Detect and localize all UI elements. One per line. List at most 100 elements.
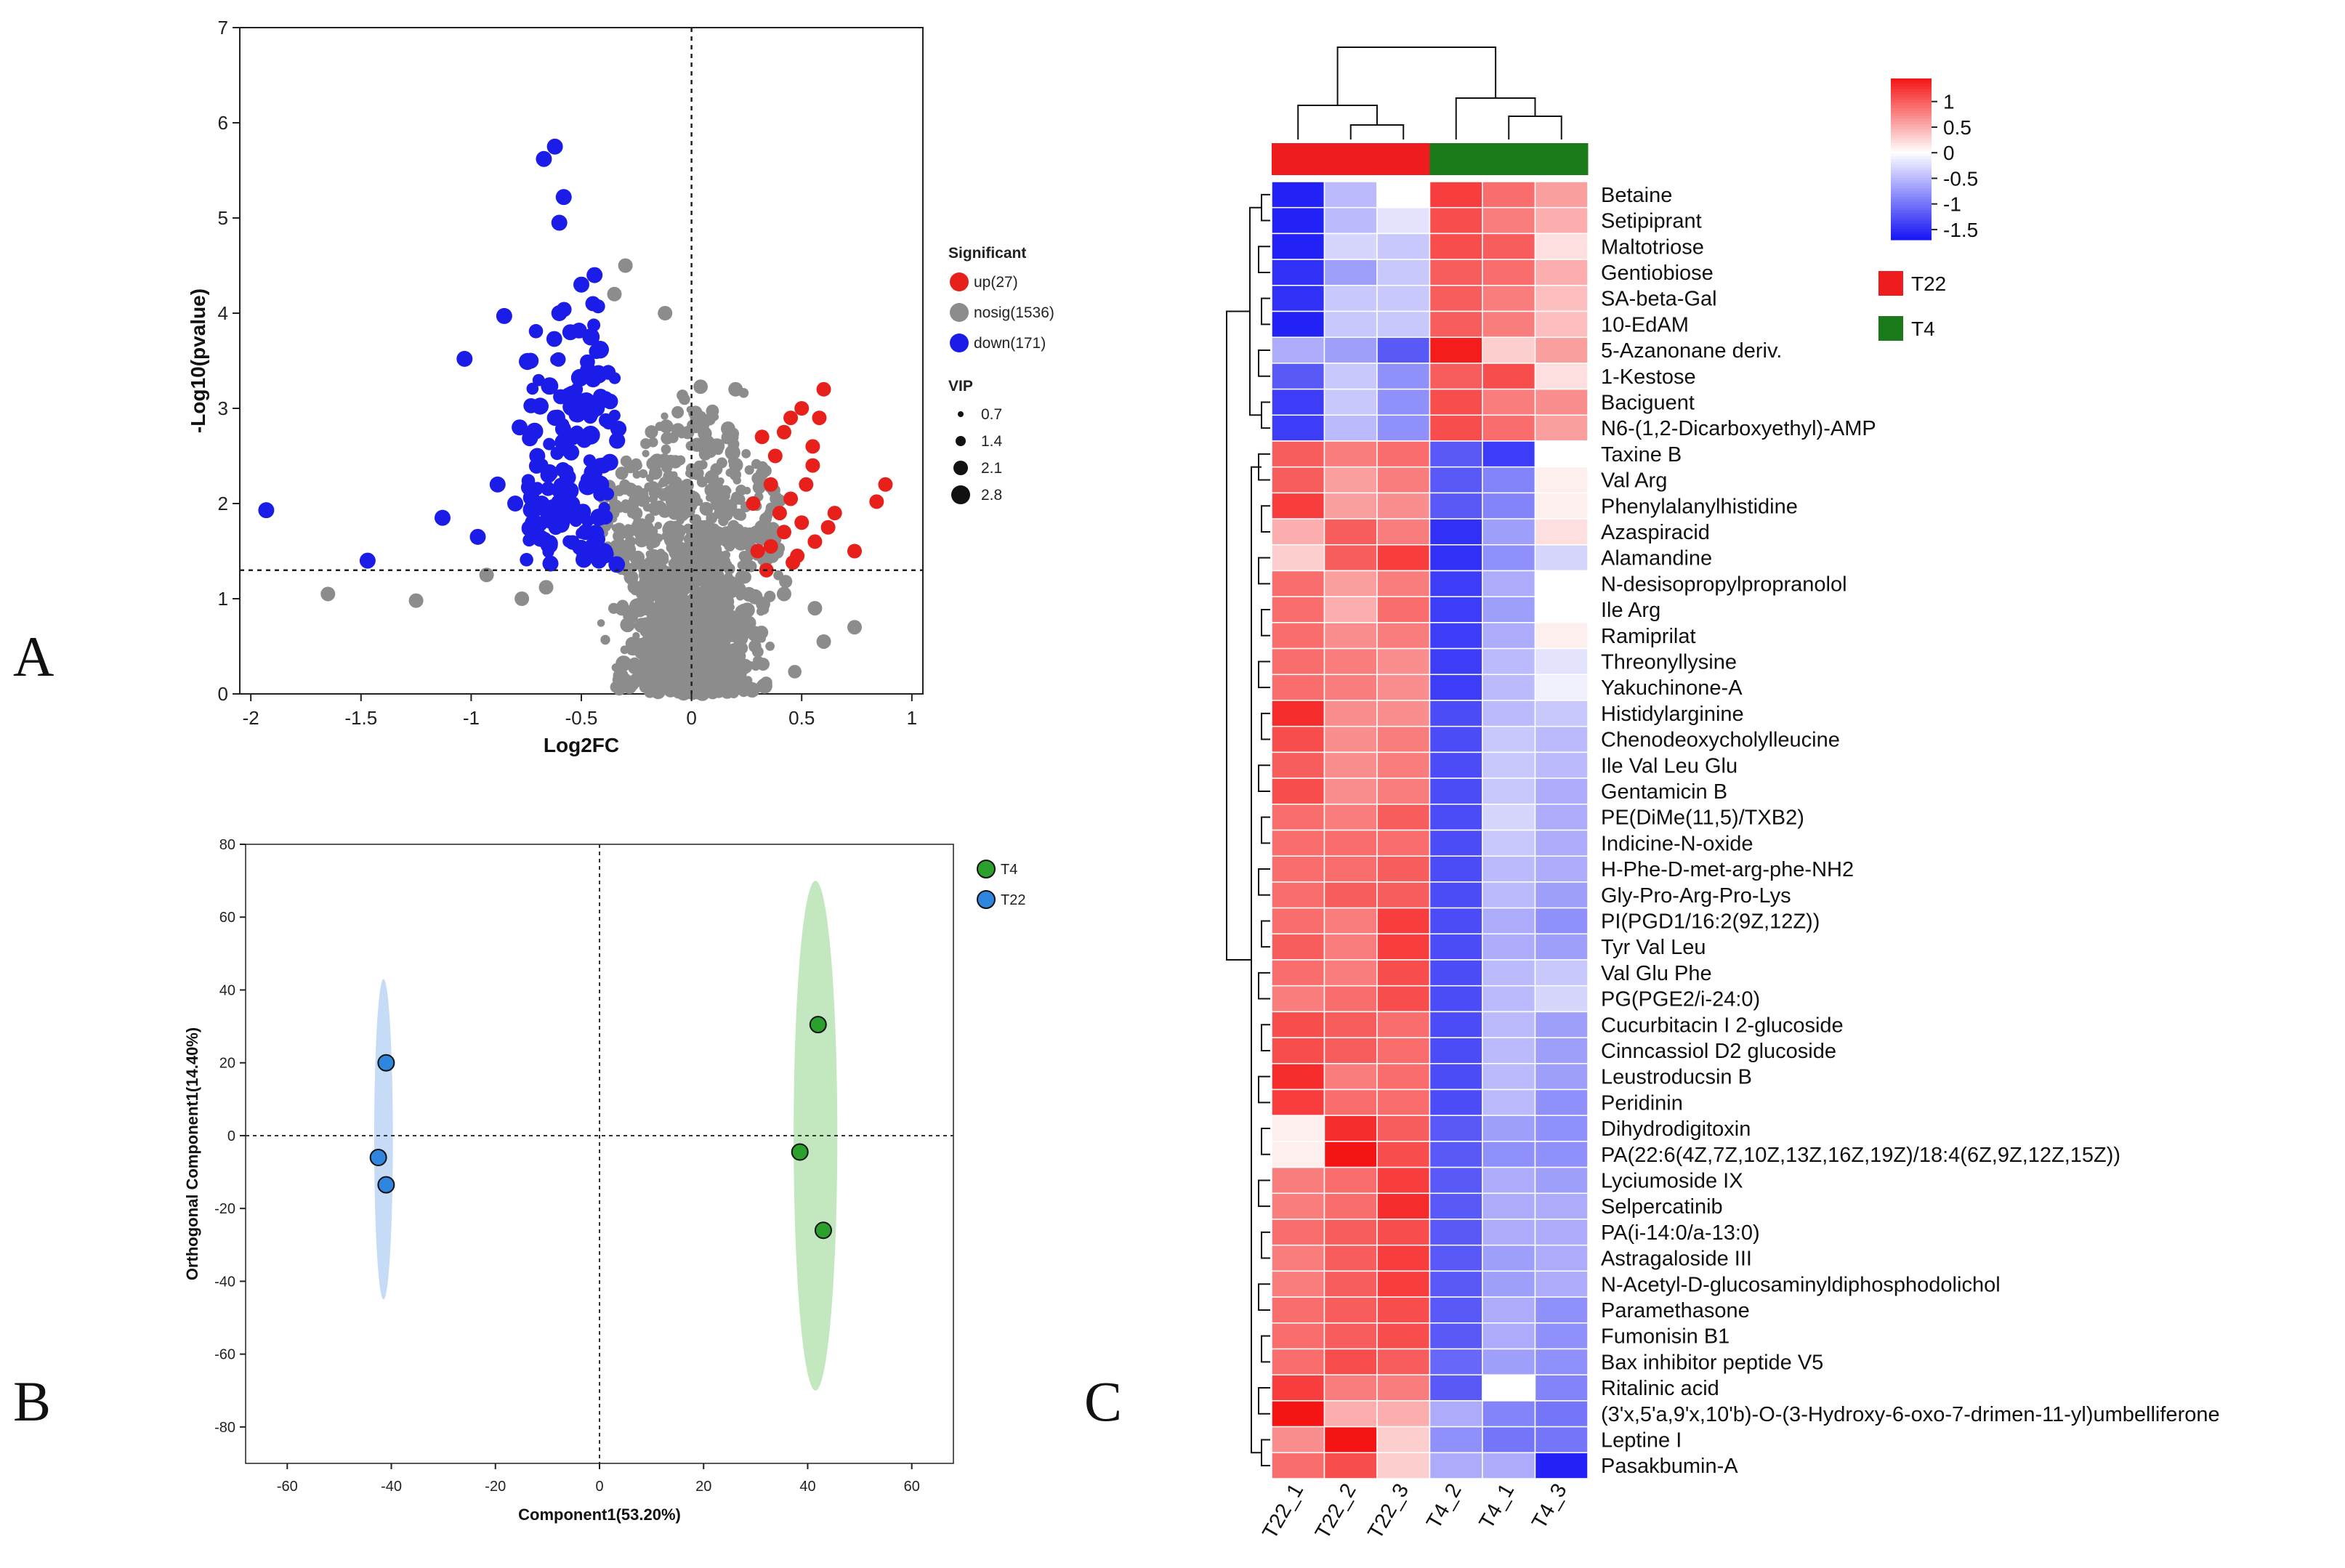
heatmap-cell bbox=[1429, 363, 1483, 390]
nosig-point bbox=[717, 609, 727, 618]
heatmap-cell bbox=[1323, 1011, 1378, 1038]
heatmap-cell bbox=[1534, 622, 1589, 650]
down-point bbox=[576, 527, 588, 539]
y-tick-label: -60 bbox=[214, 1347, 235, 1363]
heatmap-cell bbox=[1482, 1037, 1536, 1064]
y-tick-label: 6 bbox=[218, 112, 228, 134]
colorbar-segment bbox=[1891, 134, 1932, 138]
down-point bbox=[608, 556, 626, 573]
colorbar-segment bbox=[1891, 186, 1932, 190]
heatmap-cell bbox=[1271, 414, 1325, 442]
row-label: Baciguent bbox=[1601, 391, 1695, 414]
nosig-point bbox=[701, 632, 711, 643]
heatmap-cell bbox=[1271, 881, 1325, 909]
heatmap-cell bbox=[1534, 1452, 1589, 1479]
heatmap-cell bbox=[1271, 466, 1325, 494]
down-point bbox=[526, 382, 539, 395]
sample-point bbox=[369, 1149, 387, 1167]
down-point bbox=[589, 365, 608, 384]
x-tick-label: -0.5 bbox=[565, 707, 598, 729]
heatmap-cell bbox=[1534, 751, 1589, 779]
heatmap-cell bbox=[1429, 414, 1483, 442]
colorbar-segment bbox=[1891, 159, 1932, 163]
down-point bbox=[489, 476, 506, 493]
heatmap-cell bbox=[1534, 1166, 1589, 1195]
nosig-point bbox=[682, 489, 690, 497]
nosig-point bbox=[683, 509, 693, 518]
nosig-point bbox=[479, 567, 494, 583]
heatmap-cell bbox=[1429, 1166, 1483, 1195]
heatmap-cell bbox=[1534, 1063, 1589, 1091]
heatmap-cell bbox=[1376, 1244, 1431, 1272]
nosig-point bbox=[645, 425, 658, 439]
group-bar-cell bbox=[1324, 143, 1378, 175]
heatmap-cell bbox=[1271, 933, 1325, 961]
y-tick-label: -80 bbox=[214, 1420, 235, 1436]
colorbar-segment bbox=[1891, 167, 1932, 171]
colorbar-segment bbox=[1891, 100, 1932, 103]
nosig-point bbox=[320, 586, 336, 602]
nosig-point bbox=[737, 591, 745, 599]
x-tick-label: 60 bbox=[904, 1479, 920, 1495]
down-point bbox=[536, 150, 552, 167]
nosig-point bbox=[696, 476, 708, 488]
nosig-point bbox=[765, 642, 775, 651]
heatmap-cell bbox=[1534, 440, 1589, 468]
x-tick-label: -40 bbox=[381, 1479, 402, 1495]
heatmap-cell bbox=[1323, 700, 1378, 727]
heatmap-cell bbox=[1376, 751, 1431, 779]
dendrogram-branch bbox=[1261, 712, 1270, 740]
nosig-point bbox=[618, 480, 633, 495]
heatmap-cell bbox=[1534, 1115, 1589, 1142]
row-label: Peridinin bbox=[1601, 1091, 1683, 1115]
heatmap-cell bbox=[1482, 414, 1536, 442]
colorbar-segment bbox=[1891, 215, 1932, 219]
colorbar-segment bbox=[1891, 132, 1932, 136]
nosig-point bbox=[686, 405, 694, 413]
heatmap-cell bbox=[1271, 674, 1325, 701]
down-point bbox=[522, 533, 536, 547]
colorbar-segment bbox=[1891, 156, 1932, 160]
nosig-point bbox=[744, 465, 754, 475]
nosig-point bbox=[759, 525, 773, 539]
nosig-point bbox=[661, 444, 671, 455]
row-label: Selpercatinib bbox=[1601, 1195, 1723, 1219]
nosig-point bbox=[649, 533, 658, 541]
colorbar-segment bbox=[1891, 140, 1932, 144]
dendrogram-branch bbox=[1261, 1128, 1270, 1155]
row-label: Alamandine bbox=[1601, 547, 1712, 570]
colorbar-segment bbox=[1891, 226, 1932, 230]
row-label: Val Arg bbox=[1601, 469, 1667, 493]
heatmap-cell bbox=[1376, 1063, 1431, 1091]
nosig-point bbox=[735, 510, 746, 521]
heatmap-cell bbox=[1271, 1011, 1325, 1038]
nosig-point bbox=[705, 605, 714, 615]
dendrogram-branch bbox=[1258, 868, 1270, 896]
heatmap-cell bbox=[1482, 1088, 1536, 1116]
heatmap-cell bbox=[1429, 336, 1483, 364]
down-point bbox=[258, 502, 275, 519]
colorbar-tick-label: 0 bbox=[1943, 142, 1955, 164]
vip-marker bbox=[951, 485, 970, 504]
heatmap-cell bbox=[1376, 829, 1431, 857]
nosig-point bbox=[738, 684, 748, 693]
nosig-point bbox=[727, 457, 736, 465]
dendrogram-branch bbox=[1226, 310, 1243, 961]
nosig-point bbox=[618, 258, 633, 273]
colorbar-segment bbox=[1891, 129, 1932, 133]
nosig-point bbox=[629, 505, 640, 517]
heatmap-cell bbox=[1271, 518, 1325, 546]
vip-label: 1.4 bbox=[981, 433, 1003, 450]
heatmap-cell bbox=[1482, 1322, 1536, 1350]
colorbar-segment bbox=[1891, 102, 1932, 106]
heatmap-cell bbox=[1482, 440, 1536, 468]
panel-label-b: B bbox=[13, 1370, 51, 1433]
heatmap-cell bbox=[1271, 596, 1325, 623]
x-tick-label: 20 bbox=[695, 1479, 711, 1495]
heatmap-cell bbox=[1534, 206, 1589, 235]
heatmap-cell bbox=[1271, 725, 1325, 753]
colorbar-tick-label: -0.5 bbox=[1943, 167, 1978, 190]
heatmap-cell bbox=[1534, 985, 1589, 1013]
colorbar-segment bbox=[1891, 229, 1932, 233]
colorbar-segment bbox=[1891, 223, 1932, 227]
